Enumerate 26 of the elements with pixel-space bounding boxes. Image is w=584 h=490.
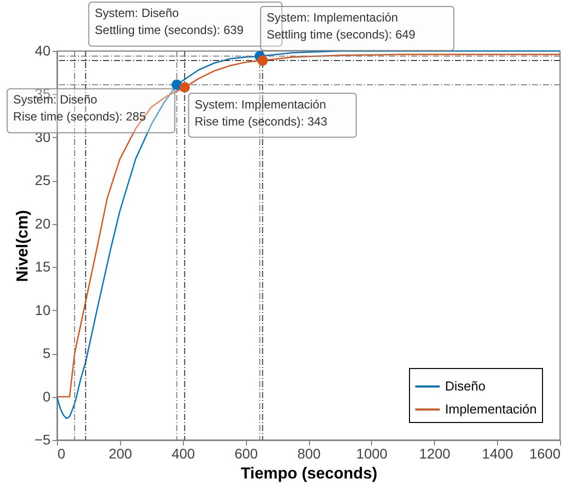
y-tick-label: 0: [42, 388, 51, 404]
y-tick-label: 40: [34, 42, 51, 58]
y-axis-title: Nivel(cm): [14, 210, 32, 282]
annotation: System: Implementación Settling time (seconds): 649: [266, 10, 416, 42]
y-tick-label: 20: [34, 215, 51, 232]
y-tick-label: −5: [34, 432, 51, 448]
annotation: System: Diseño Settling time (seconds): 639: [94, 6, 244, 38]
x-tick-label: 800: [297, 446, 321, 462]
x-tick-label: 1200: [419, 446, 451, 462]
x-tick-label: 0: [58, 446, 66, 462]
y-tick-label: 5: [42, 345, 51, 362]
x-tick-label: 1400: [482, 446, 514, 462]
point: [179, 82, 190, 93]
point: [257, 55, 268, 66]
annotation: System: Implementación Rise time (seconds): 343: [194, 97, 328, 128]
x-tick-label: 1000: [356, 446, 388, 462]
x-tick-label: 600: [234, 446, 258, 462]
y-tick-label: 25: [34, 172, 51, 188]
y-tick-label: 10: [34, 302, 51, 318]
y-tick-label: 15: [34, 258, 51, 275]
x-axis-title: Tiempo (seconds): [240, 466, 378, 482]
legend-label: Implementación: [445, 402, 537, 416]
x-tick-label: 1600: [529, 446, 561, 462]
x-tick-label: 200: [108, 446, 132, 462]
x-tick-label: 400: [172, 446, 196, 462]
legend-label: Diseño: [445, 378, 486, 394]
